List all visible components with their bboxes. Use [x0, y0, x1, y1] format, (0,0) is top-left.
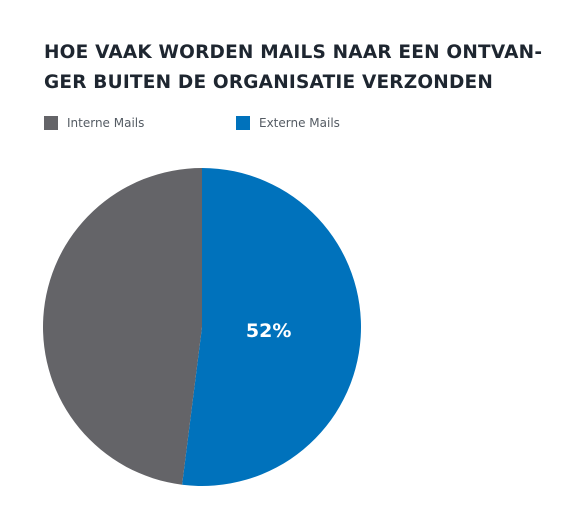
- legend-label-externe-mails: Externe Mails: [259, 116, 340, 130]
- legend-item-interne-mails[interactable]: Interne Mails: [44, 115, 144, 131]
- legend-swatch-externe-mails: [236, 116, 250, 130]
- pie-slice-label-externe-mails: 52%: [246, 320, 291, 342]
- pie-slice-externe-mails[interactable]: [182, 168, 361, 487]
- legend-item-externe-mails[interactable]: Externe Mails: [236, 115, 340, 131]
- chart-legend: Interne Mails Externe Mails: [44, 115, 444, 133]
- legend-label-interne-mails: Interne Mails: [67, 116, 145, 130]
- chart-title-line-1: HOE VAAK WORDEN MAILS NAAR EEN ONTVAN-: [44, 42, 543, 63]
- chart-title-line-2: GER BUITEN DE ORGANISATIE VERZONDEN: [44, 72, 494, 93]
- legend-swatch-interne-mails: [44, 116, 58, 130]
- chart-title: HOE VAAK WORDEN MAILS NAAR EEN ONTVAN- G…: [44, 38, 544, 98]
- pie-slice-interne-mails[interactable]: [42, 168, 203, 485]
